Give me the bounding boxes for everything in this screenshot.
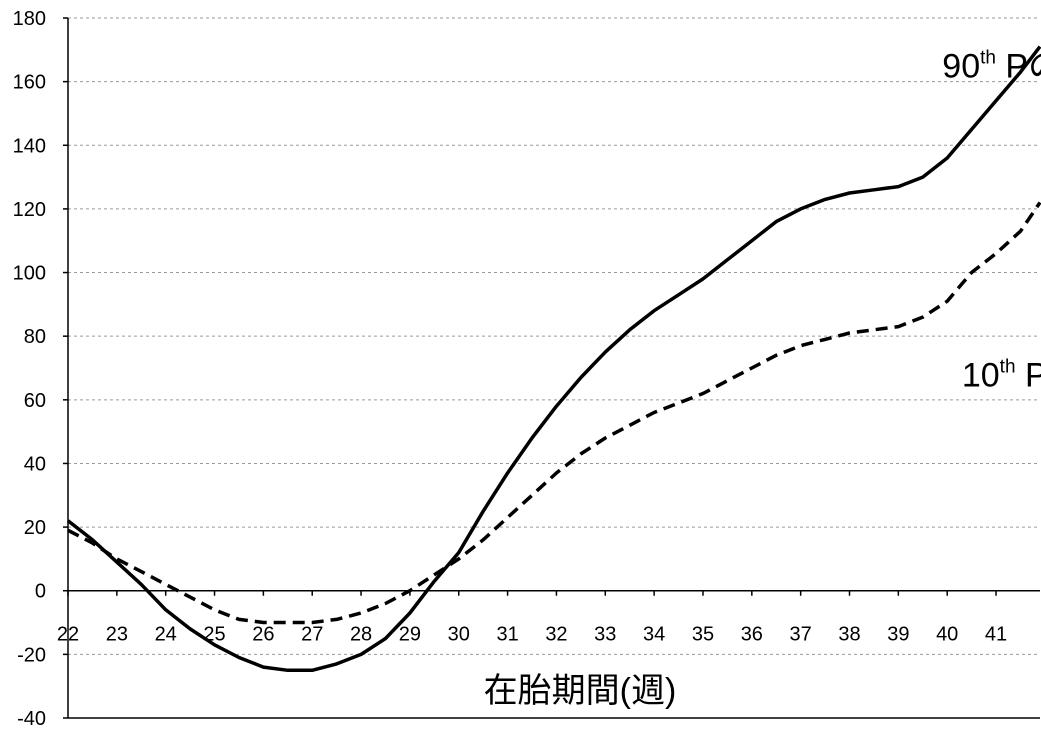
x-tick-label: 37 bbox=[790, 624, 812, 646]
y-tick-label: 60 bbox=[24, 390, 46, 412]
x-tick-label: 25 bbox=[203, 624, 225, 646]
annotations: 90th Pの差10th Pの差 bbox=[942, 48, 1041, 395]
x-tick-label: 41 bbox=[985, 624, 1007, 646]
x-tick-label: 23 bbox=[106, 624, 128, 646]
y-tick-label: 160 bbox=[13, 72, 46, 94]
annotation-rest: Pの差 bbox=[1016, 356, 1041, 394]
y-tick-label: 100 bbox=[13, 263, 46, 285]
gridlines bbox=[63, 17, 1040, 719]
x-tick-label: 39 bbox=[887, 624, 909, 646]
x-tick-label: 33 bbox=[594, 624, 616, 646]
x-tick-label: 26 bbox=[252, 624, 274, 646]
y-tick-label: -20 bbox=[17, 644, 46, 666]
axes bbox=[67, 18, 1040, 719]
y-tick-label: -40 bbox=[17, 708, 46, 729]
x-tick-label: 24 bbox=[155, 624, 177, 646]
annotation-10th-label: 10th Pの差 bbox=[962, 356, 1041, 394]
annotation-superscript: th bbox=[1000, 356, 1016, 377]
x-tick-label: 27 bbox=[301, 624, 323, 646]
y-tick-label: 120 bbox=[13, 199, 46, 221]
y-tick-label: 40 bbox=[24, 453, 46, 475]
annotation-base: 90 bbox=[942, 48, 980, 86]
annotation-superscript: th bbox=[980, 48, 996, 69]
series-lines bbox=[66, 45, 1041, 673]
x-tick-labels: 22 23 24 25 26 27 28 29 30 31 32 33 34 35 36 37 38 39 40 41 bbox=[57, 624, 1007, 646]
x-tick-label: 30 bbox=[448, 624, 470, 646]
x-tick-label: 40 bbox=[936, 624, 958, 646]
annotation-90th-label: 90th Pの差 bbox=[942, 48, 1041, 86]
annotation-base: 10 bbox=[962, 356, 1000, 394]
y-tick-label: 180 bbox=[13, 8, 46, 30]
series-line-90th bbox=[66, 45, 1041, 673]
y-tick-label: 140 bbox=[13, 135, 46, 157]
x-tick-label: 34 bbox=[643, 624, 665, 646]
x-tick-label: 32 bbox=[545, 624, 567, 646]
y-tick-label: 20 bbox=[24, 517, 46, 539]
x-tick-label: 22 bbox=[57, 624, 79, 646]
x-tick-label: 35 bbox=[692, 624, 714, 646]
x-tick-label: 36 bbox=[741, 624, 763, 646]
series-line-10th bbox=[67, 201, 1041, 625]
annotation-rest: Pの差 bbox=[996, 48, 1041, 86]
x-tick-label: 38 bbox=[838, 624, 860, 646]
x-tick-label: 29 bbox=[399, 624, 421, 646]
y-tick-label: 80 bbox=[24, 326, 46, 348]
y-tick-label: 0 bbox=[35, 581, 46, 603]
y-tick-labels: -40 -20 0 20 40 60 80 100 120 140 160 180 bbox=[13, 8, 46, 730]
x-tick-label: 28 bbox=[350, 624, 372, 646]
x-tick-label: 31 bbox=[496, 624, 518, 646]
x-axis-title: 在胎期間(週) bbox=[484, 672, 677, 710]
